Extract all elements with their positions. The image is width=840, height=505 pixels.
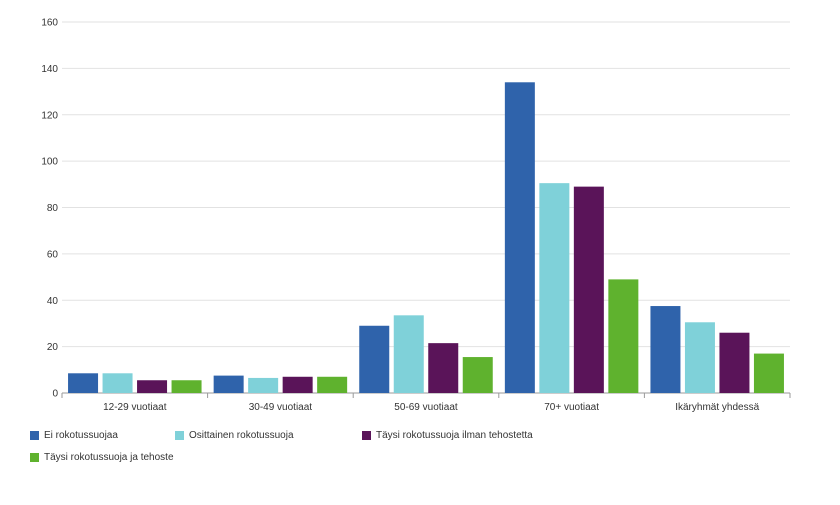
bar bbox=[68, 373, 99, 393]
bar bbox=[539, 183, 570, 393]
y-tick-label: 40 bbox=[47, 296, 59, 307]
legend-label: Täysi rokotussuoja ja tehoste bbox=[44, 452, 174, 463]
bar bbox=[428, 343, 459, 393]
legend-label: Osittainen rokotussuoja bbox=[189, 430, 294, 441]
legend-swatch bbox=[30, 453, 39, 462]
y-tick-label: 140 bbox=[41, 64, 58, 75]
y-tick-label: 120 bbox=[41, 110, 58, 121]
y-tick-label: 0 bbox=[52, 389, 58, 400]
legend-item[interactable]: Täysi rokotussuoja ilman tehostetta bbox=[362, 430, 533, 441]
bar bbox=[102, 373, 133, 393]
x-tick-label: 30-49 vuotiaat bbox=[249, 402, 313, 413]
y-tick-label: 20 bbox=[47, 342, 59, 353]
y-tick-label: 80 bbox=[47, 203, 59, 214]
bar bbox=[753, 353, 784, 393]
legend-item[interactable]: Ei rokotussuojaa bbox=[30, 430, 118, 441]
bar bbox=[359, 325, 390, 393]
x-tick-label: 12-29 vuotiaat bbox=[103, 402, 167, 413]
bar bbox=[317, 376, 348, 393]
bar bbox=[719, 332, 750, 393]
bar bbox=[650, 306, 681, 393]
legend-item[interactable]: Täysi rokotussuoja ja tehoste bbox=[30, 452, 174, 463]
bar bbox=[573, 186, 604, 393]
bar bbox=[248, 377, 279, 393]
bar bbox=[171, 380, 202, 393]
y-tick-label: 100 bbox=[41, 157, 58, 168]
legend-swatch bbox=[30, 431, 39, 440]
legend-swatch bbox=[362, 431, 371, 440]
x-tick-label: 50-69 vuotiaat bbox=[394, 402, 458, 413]
legend-item[interactable]: Osittainen rokotussuoja bbox=[175, 430, 294, 441]
x-tick-label: Ikäryhmät yhdessä bbox=[675, 402, 759, 413]
bar bbox=[504, 82, 535, 393]
y-tick-label: 160 bbox=[41, 18, 58, 29]
legend-label: Täysi rokotussuoja ilman tehostetta bbox=[376, 430, 533, 441]
bar bbox=[213, 375, 244, 393]
x-tick-label: 70+ vuotiaat bbox=[544, 402, 599, 413]
bar bbox=[137, 380, 168, 393]
bar bbox=[393, 315, 424, 393]
y-tick-label: 60 bbox=[47, 249, 59, 260]
bar bbox=[608, 279, 639, 393]
bar bbox=[282, 376, 313, 393]
bar bbox=[684, 322, 715, 393]
bar bbox=[462, 357, 493, 393]
legend-swatch bbox=[175, 431, 184, 440]
legend-label: Ei rokotussuojaa bbox=[44, 430, 118, 441]
